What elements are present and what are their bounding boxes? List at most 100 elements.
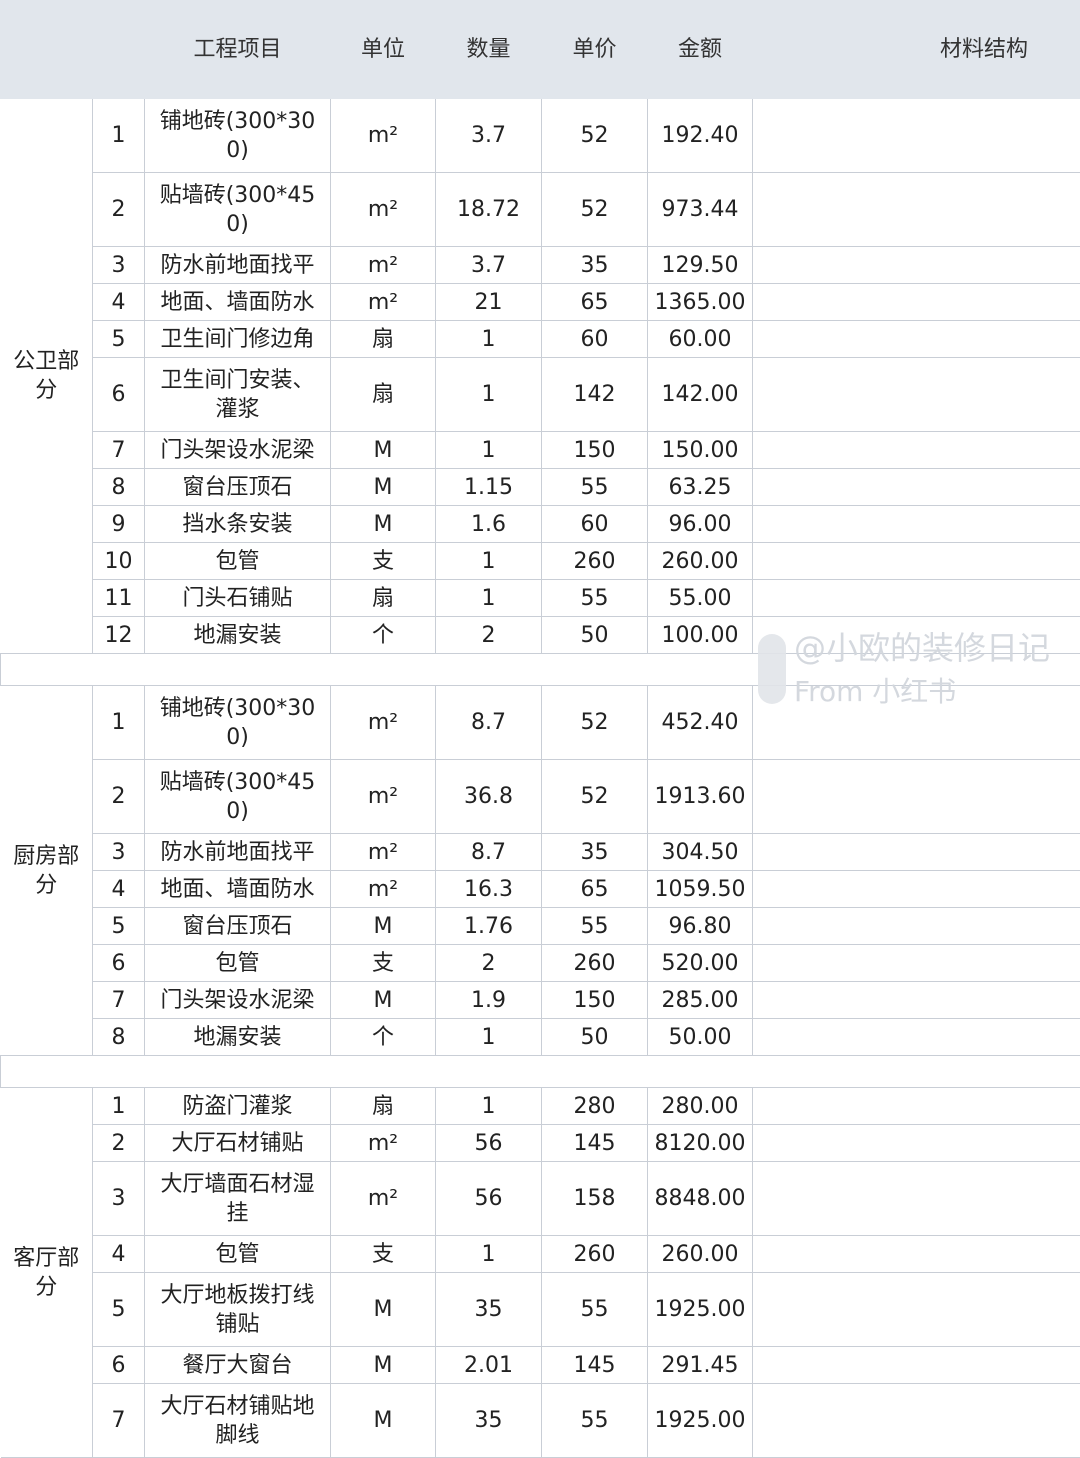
material-cell (753, 247, 1080, 284)
header-material: 材料结构 (753, 1, 1080, 99)
unit-price: 35 (542, 247, 648, 284)
material-cell (753, 686, 1080, 760)
quantity: 35 (436, 1273, 542, 1347)
material-cell (753, 1162, 1080, 1236)
unit: M (331, 1273, 436, 1347)
quantity: 1 (436, 358, 542, 432)
quantity: 1.6 (436, 506, 542, 543)
row-number: 6 (93, 1347, 145, 1384)
quantity: 1 (436, 1236, 542, 1273)
item-name-text: 地面、墙面防水 (154, 288, 322, 317)
row-number: 8 (93, 1019, 145, 1056)
unit-price: 145 (542, 1125, 648, 1162)
quantity: 36.8 (436, 760, 542, 834)
unit: m² (331, 834, 436, 871)
unit-price: 55 (542, 1273, 648, 1347)
unit: m² (331, 686, 436, 760)
amount: 304.50 (648, 834, 753, 871)
item-name: 地面、墙面防水 (145, 284, 331, 321)
amount: 192.40 (648, 99, 753, 173)
item-name: 大厅石材铺贴 (145, 1125, 331, 1162)
amount: 260.00 (648, 543, 753, 580)
quantity: 2 (436, 617, 542, 654)
quantity: 1 (436, 543, 542, 580)
unit-price: 150 (542, 432, 648, 469)
item-name: 大厅地板拨打线铺贴 (145, 1273, 331, 1347)
unit-price: 260 (542, 543, 648, 580)
item-name-text: 地漏安装 (154, 621, 322, 650)
unit: 扇 (331, 1088, 436, 1125)
material-cell (753, 543, 1080, 580)
unit: m² (331, 1125, 436, 1162)
material-cell (753, 617, 1080, 654)
amount: 96.80 (648, 908, 753, 945)
material-cell (753, 1273, 1080, 1347)
quantity: 1.15 (436, 469, 542, 506)
item-name-text: 铺地砖(300*300) (154, 694, 322, 752)
header-row: 工程项目 单位 数量 单价 金额 材料结构 (1, 1, 1080, 99)
material-cell (753, 506, 1080, 543)
row-number: 7 (93, 1384, 145, 1458)
row-number: 7 (93, 432, 145, 469)
unit-price: 260 (542, 945, 648, 982)
material-cell (753, 1019, 1080, 1056)
item-name: 地面、墙面防水 (145, 871, 331, 908)
unit-price: 52 (542, 173, 648, 247)
unit: M (331, 432, 436, 469)
unit-price: 55 (542, 469, 648, 506)
row-number: 6 (93, 358, 145, 432)
item-name-text: 大厅石材铺贴 (154, 1129, 322, 1158)
header-unit: 单位 (331, 1, 436, 99)
row-number: 2 (93, 1125, 145, 1162)
header-price: 单价 (542, 1, 648, 99)
amount: 55.00 (648, 580, 753, 617)
section-label: 厨房部分 (1, 686, 93, 1056)
item-name: 大厅石材铺贴地脚线 (145, 1384, 331, 1458)
item-name-text: 防水前地面找平 (154, 251, 322, 280)
row-number: 5 (93, 908, 145, 945)
item-name: 挡水条安装 (145, 506, 331, 543)
row-number: 3 (93, 247, 145, 284)
item-name: 地漏安装 (145, 1019, 331, 1056)
row-number: 5 (93, 321, 145, 358)
unit-price: 55 (542, 580, 648, 617)
material-cell (753, 1088, 1080, 1125)
row-number: 10 (93, 543, 145, 580)
section-gap (1, 1056, 1080, 1088)
unit: 扇 (331, 580, 436, 617)
unit: m² (331, 173, 436, 247)
material-cell (753, 871, 1080, 908)
row-number: 12 (93, 617, 145, 654)
item-name-text: 防水前地面找平 (154, 838, 322, 867)
unit: 支 (331, 1236, 436, 1273)
amount: 100.00 (648, 617, 753, 654)
section-label: 公卫部分 (1, 99, 93, 654)
material-cell (753, 1125, 1080, 1162)
header-amount: 金额 (648, 1, 753, 99)
material-cell (753, 99, 1080, 173)
item-name: 餐厅大窗台 (145, 1347, 331, 1384)
quantity: 3.7 (436, 99, 542, 173)
quantity: 18.72 (436, 173, 542, 247)
unit-price: 50 (542, 617, 648, 654)
item-name-text: 防盗门灌浆 (154, 1092, 322, 1121)
quantity: 2 (436, 945, 542, 982)
item-name: 防盗门灌浆 (145, 1088, 331, 1125)
section-label-text: 公卫部分 (8, 347, 84, 405)
row-number: 2 (93, 173, 145, 247)
header-blank (1, 1, 145, 99)
row-number: 6 (93, 945, 145, 982)
unit: M (331, 469, 436, 506)
amount: 1059.50 (648, 871, 753, 908)
unit: m² (331, 247, 436, 284)
